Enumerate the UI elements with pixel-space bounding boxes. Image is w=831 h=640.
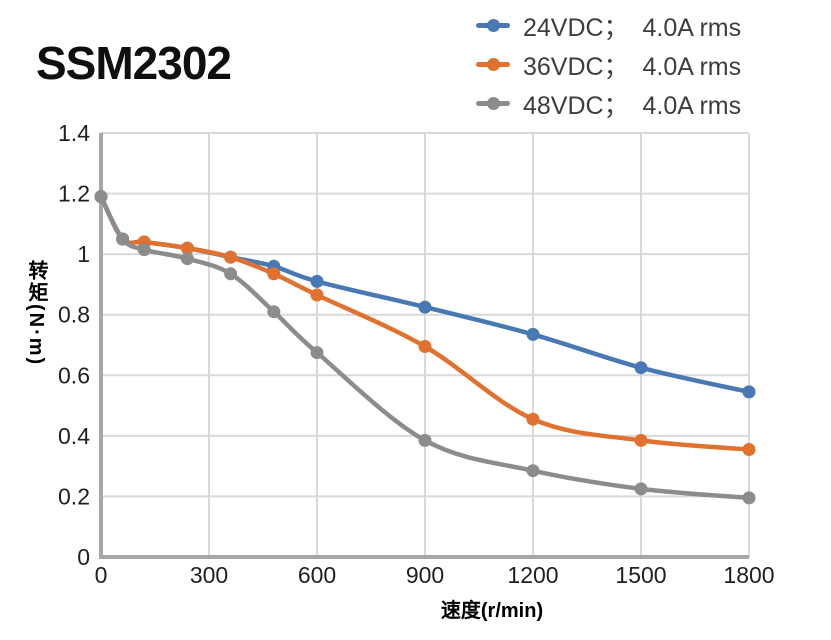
data-point-marker-48vdc [224,267,238,281]
legend-line-dot-marker-24vdc-icon [476,19,510,32]
legend-label-36vdc: 36VDC； 4.0A rms [523,52,742,81]
y-tick-label: 0.4 [58,423,90,449]
y-tick-label: 0.2 [58,483,90,509]
data-point-marker-48vdc [418,433,432,447]
data-point-marker-36vdc [310,288,324,302]
legend-item-24vdc: 24VDC； 4.0A rms [476,6,741,45]
legend-item-48vdc: 48VDC； 4.0A rms [476,84,741,123]
x-tick-label: 1200 [507,562,558,588]
x-axis-title: 速度(r/min) [441,598,543,622]
data-point-marker-36vdc [418,340,432,353]
x-tick-label: 300 [190,562,228,588]
data-point-marker-48vdc [742,491,756,505]
data-point-marker-48vdc [180,252,194,266]
x-tick-label: 1800 [723,562,774,588]
data-point-marker-24vdc [310,274,324,288]
y-tick-label: 1.2 [58,181,90,207]
data-point-marker-24vdc [634,361,648,375]
x-tick-label: 600 [298,562,336,588]
data-point-marker-48vdc [526,464,540,478]
data-point-marker-48vdc [116,232,130,246]
y-tick-label: 0.6 [58,362,90,388]
legend-line-dot-marker-48vdc-icon [476,97,510,110]
y-axis-title: 转矩(N·m) [25,260,47,367]
legend-label-24vdc: 24VDC； 4.0A rms [523,13,742,42]
legend-line-dot-marker-36vdc-icon [476,58,510,71]
data-point-marker-48vdc [634,482,648,496]
x-tick-label: 900 [406,562,444,588]
axes [99,133,749,559]
series-48vdc [94,190,756,505]
data-point-marker-24vdc [526,327,540,341]
y-tick-label: 1 [77,241,90,267]
y-tick-label: 1.4 [58,120,90,146]
chart-title: SSM2302 [36,37,232,89]
data-point-marker-48vdc [310,346,324,360]
y-tick-label: 0 [77,544,90,570]
data-point-marker-24vdc [418,300,432,314]
data-point-marker-36vdc [526,412,540,426]
legend-label-48vdc: 48VDC； 4.0A rms [523,91,742,120]
data-point-marker-36vdc [742,443,756,456]
x-tick-label: 0 [95,562,108,588]
data-point-marker-48vdc [267,305,281,319]
legend-item-36vdc: 36VDC； 4.0A rms [476,45,741,84]
data-point-marker-24vdc [742,385,756,399]
y-tick-label: 0.8 [58,302,90,328]
tick-labels: 0 300 600 900 1200 1500 1800 0 0.2 0.4 0.6 0.8 1 1.2 1… [58,120,775,588]
data-point-marker-36vdc [634,433,648,447]
data-point-marker-36vdc [224,250,238,264]
data-point-marker-36vdc [267,267,281,281]
data-point-marker-48vdc [137,243,151,257]
data-point-marker-36vdc [180,241,194,255]
chart-legend: 24VDC； 4.0A rms 36VDC； 4.0A rms 48VDC； 4… [476,6,741,123]
x-tick-label: 1500 [615,562,666,588]
data-point-marker-48vdc [94,190,108,204]
